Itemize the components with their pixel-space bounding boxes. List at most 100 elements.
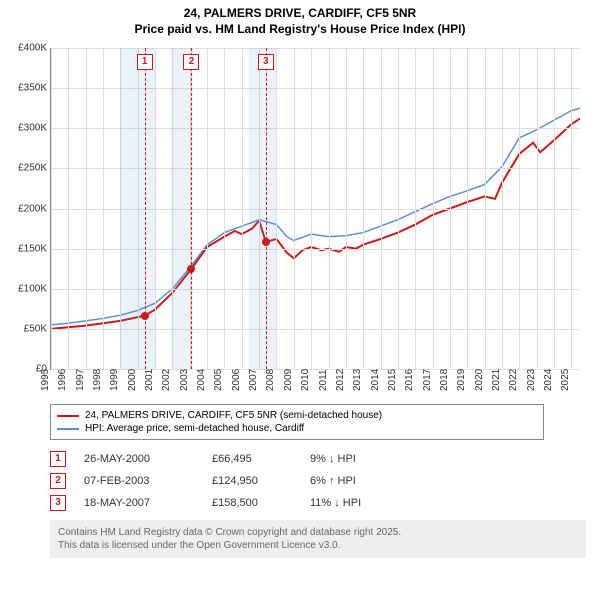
legend-swatch (57, 428, 79, 430)
gridline-v (363, 48, 364, 369)
gridline-v (519, 48, 520, 369)
tx-price: £158,500 (212, 497, 292, 509)
x-axis-label: 2021 (491, 369, 502, 391)
x-axis-label: 2005 (213, 369, 224, 391)
y-axis-label: £250K (18, 163, 51, 174)
tx-date: 18-MAY-2007 (84, 497, 194, 509)
y-axis-label: £100K (18, 283, 51, 294)
gridline-v (467, 48, 468, 369)
gridline-v (537, 48, 538, 369)
y-axis-label: £300K (18, 123, 51, 134)
footer-line: This data is licensed under the Open Gov… (58, 539, 578, 552)
event-marker: 3 (258, 54, 274, 70)
sale-dot (187, 265, 195, 273)
event-line (145, 48, 146, 369)
chart-container: 24, PALMERS DRIVE, CARDIFF, CF5 5NR Pric… (0, 0, 600, 590)
legend-label: HPI: Average price, semi-detached house,… (85, 423, 304, 434)
title-block: 24, PALMERS DRIVE, CARDIFF, CF5 5NR Pric… (0, 0, 600, 39)
tx-delta: 9% ↓ HPI (310, 453, 356, 465)
y-axis-label: £200K (18, 203, 51, 214)
event-line (266, 48, 267, 369)
gridline-v (485, 48, 486, 369)
gridline-v (224, 48, 225, 369)
x-axis-label: 2012 (335, 369, 346, 391)
x-axis-label: 2009 (283, 369, 294, 391)
gridline-v (571, 48, 572, 369)
x-axis-label: 2013 (352, 369, 363, 391)
y-axis-label: £50K (24, 323, 51, 334)
plot-region: £0£50K£100K£150K£200K£250K£300K£350K£400… (50, 48, 580, 370)
tx-marker: 2 (50, 473, 66, 489)
tx-date: 07-FEB-2003 (84, 475, 194, 487)
legend-swatch (57, 415, 79, 417)
sale-dot (262, 238, 270, 246)
shaded-range (120, 48, 155, 369)
legend-item: HPI: Average price, semi-detached house,… (57, 422, 537, 435)
gridline-v (242, 48, 243, 369)
gridline-v (415, 48, 416, 369)
table-row: 3 18-MAY-2007 £158,500 11% ↓ HPI (50, 492, 550, 514)
x-axis-label: 2015 (387, 369, 398, 391)
x-axis-label: 1998 (92, 369, 103, 391)
title-address: 24, PALMERS DRIVE, CARDIFF, CF5 5NR (4, 6, 596, 22)
tx-marker: 1 (50, 451, 66, 467)
transactions-table: 1 26-MAY-2000 £66,495 9% ↓ HPI 2 07-FEB-… (50, 448, 550, 514)
gridline-v (329, 48, 330, 369)
gridline-v (346, 48, 347, 369)
x-axis-label: 2018 (439, 369, 450, 391)
gridline-v (381, 48, 382, 369)
footer-attribution: Contains HM Land Registry data © Crown c… (50, 520, 586, 558)
tx-marker: 3 (50, 495, 66, 511)
sale-dot (141, 312, 149, 320)
x-axis-label: 2006 (231, 369, 242, 391)
tx-price: £124,950 (212, 475, 292, 487)
tx-delta: 11% ↓ HPI (310, 497, 361, 509)
x-axis-label: 2023 (526, 369, 537, 391)
chart-area: £0£50K£100K£150K£200K£250K£300K£350K£400… (50, 48, 580, 400)
x-axis-label: 1996 (57, 369, 68, 391)
tx-delta: 6% ↑ HPI (310, 475, 356, 487)
legend-item: 24, PALMERS DRIVE, CARDIFF, CF5 5NR (sem… (57, 409, 537, 422)
y-axis-label: £150K (18, 243, 51, 254)
x-axis-label: 2011 (318, 369, 329, 391)
event-marker: 1 (137, 54, 153, 70)
x-axis-label: 1997 (75, 369, 86, 391)
x-axis-label: 2014 (369, 369, 380, 391)
x-axis-label: 2016 (404, 369, 415, 391)
shaded-range (249, 48, 277, 369)
table-row: 2 07-FEB-2003 £124,950 6% ↑ HPI (50, 470, 550, 492)
gridline-v (294, 48, 295, 369)
table-row: 1 26-MAY-2000 £66,495 9% ↓ HPI (50, 448, 550, 470)
event-marker: 2 (183, 54, 199, 70)
x-axis-label: 2001 (144, 369, 155, 391)
tx-price: £66,495 (212, 453, 292, 465)
gridline-v (311, 48, 312, 369)
x-axis-label: 2002 (161, 369, 172, 391)
x-axis-label: 2024 (543, 369, 554, 391)
x-axis-label: 2020 (473, 369, 484, 391)
x-axis-label: 1995 (40, 369, 51, 391)
gridline-v (207, 48, 208, 369)
x-axis-label: 2008 (265, 369, 276, 391)
tx-date: 26-MAY-2000 (84, 453, 194, 465)
gridline-v (502, 48, 503, 369)
footer-line: Contains HM Land Registry data © Crown c… (58, 526, 578, 539)
gridline-v (276, 48, 277, 369)
y-axis-label: £350K (18, 83, 51, 94)
x-axis-label: 2000 (127, 369, 138, 391)
x-axis-label: 2004 (196, 369, 207, 391)
x-axis-label: 2017 (421, 369, 432, 391)
gridline-v (86, 48, 87, 369)
legend-label: 24, PALMERS DRIVE, CARDIFF, CF5 5NR (sem… (85, 410, 382, 421)
gridline-v (450, 48, 451, 369)
event-line (191, 48, 192, 369)
gridline-v (433, 48, 434, 369)
title-subtitle: Price paid vs. HM Land Registry's House … (4, 22, 596, 38)
y-axis-label: £400K (18, 43, 51, 54)
x-axis-label: 2007 (248, 369, 259, 391)
gridline-v (155, 48, 156, 369)
legend-box: 24, PALMERS DRIVE, CARDIFF, CF5 5NR (sem… (50, 404, 544, 440)
gridline-v (103, 48, 104, 369)
gridline-v (554, 48, 555, 369)
x-axis-label: 2019 (456, 369, 467, 391)
